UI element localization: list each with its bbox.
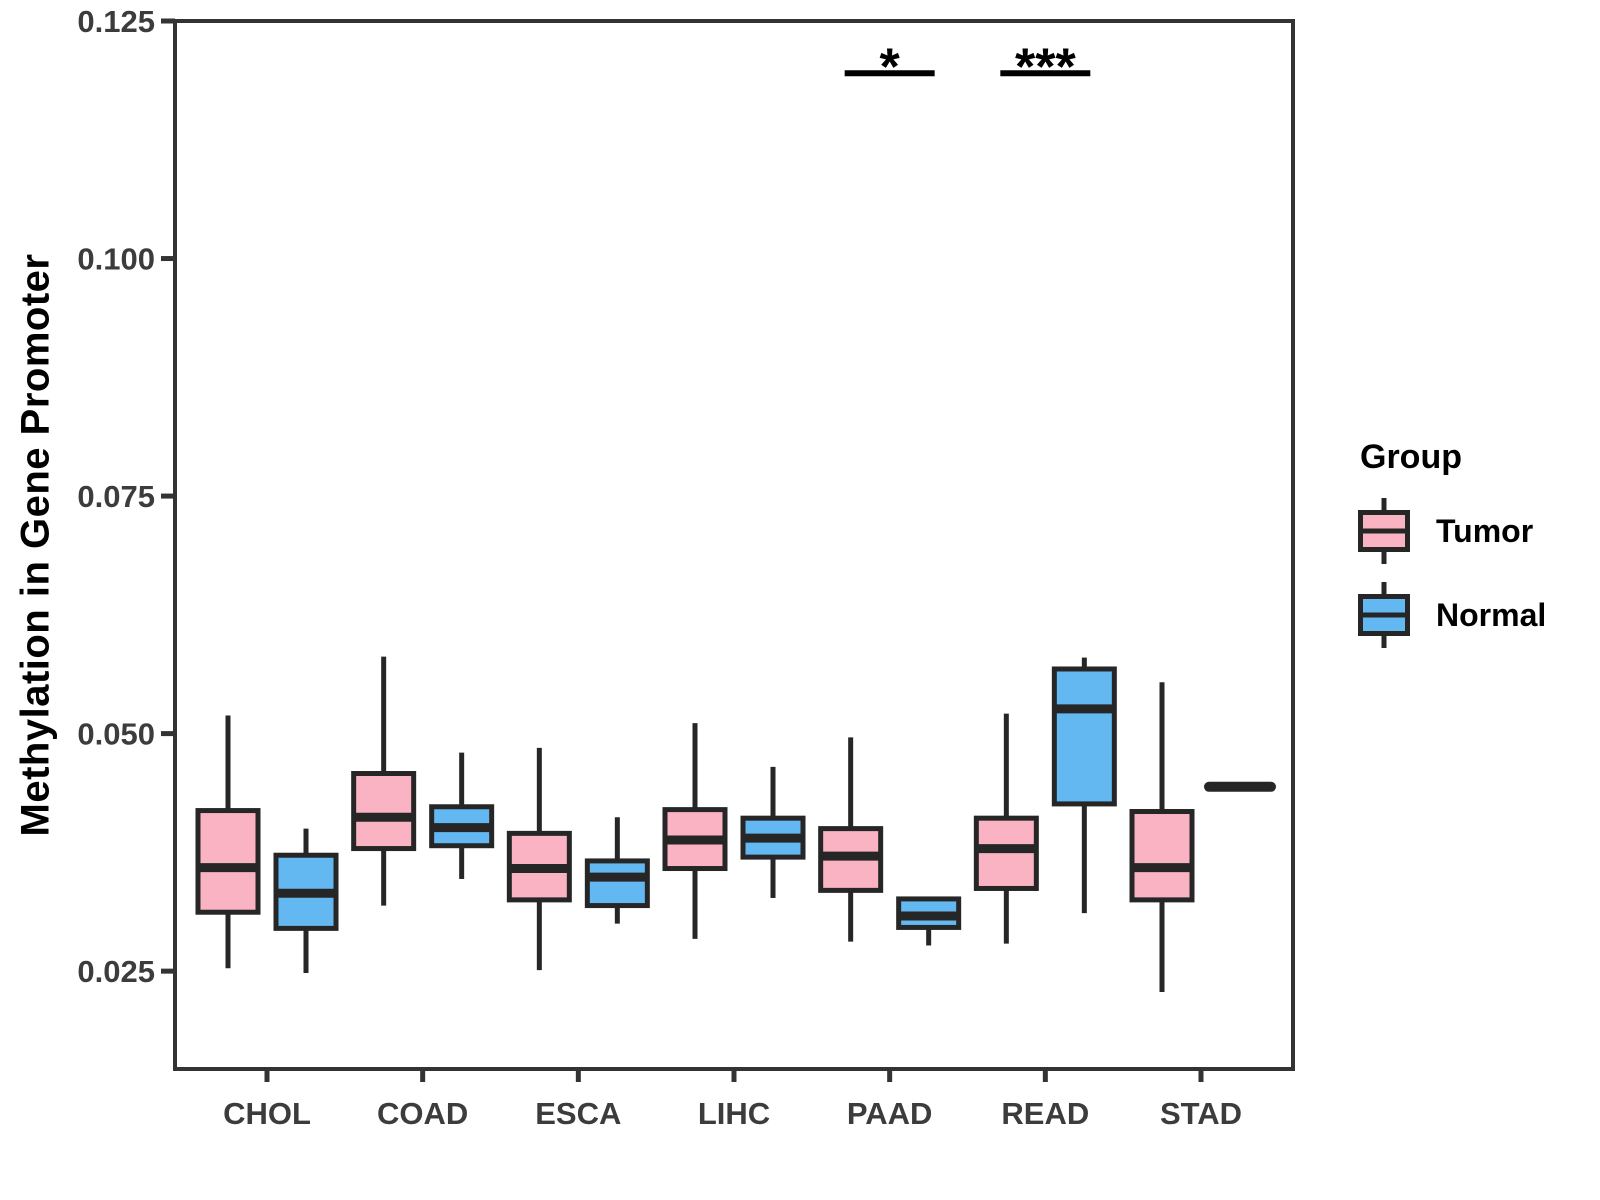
x-tick-label-CHOL: CHOL (223, 1096, 311, 1131)
y-tick-label-0.025: 0.025 (77, 954, 155, 989)
panel-border (173, 19, 1295, 1071)
legend-entry-tumor: Tumor (1356, 495, 1546, 567)
x-tick-label-ESCA: ESCA (535, 1096, 621, 1131)
y-tick-label-0.075: 0.075 (77, 479, 155, 514)
x-tick-label-COAD: COAD (377, 1096, 468, 1131)
significance-label-READ: *** (1015, 38, 1076, 96)
box-CHOL-tumor (195, 808, 261, 915)
legend-label-normal: Normal (1436, 596, 1547, 633)
legend: Group Tumor Normal (1356, 438, 1546, 663)
box-READ-tumor (973, 815, 1039, 891)
x-tick-label-READ: READ (1001, 1096, 1089, 1131)
significance-label-PAAD: * (880, 38, 901, 96)
normal-boxplot-key-icon (1358, 582, 1410, 648)
legend-label-tumor: Tumor (1436, 512, 1534, 549)
y-tick-label-0.050: 0.050 (77, 717, 155, 752)
tumor-boxplot-key-icon (1358, 498, 1410, 564)
box-ESCA-normal (584, 858, 650, 909)
x-tick-label-PAAD: PAAD (847, 1096, 933, 1131)
box-READ-normal (1051, 666, 1117, 807)
box-COAD-tumor (351, 771, 417, 852)
box-STAD-tumor (1129, 809, 1195, 903)
y-tick-label-0.125: 0.125 (77, 4, 155, 39)
x-tick-label-STAD: STAD (1160, 1096, 1242, 1131)
legend-title: Group (1360, 438, 1462, 476)
y-tick-label-0.100: 0.100 (77, 242, 155, 277)
y-axis-title: Methylation in Gene Promoter (13, 253, 58, 837)
legend-entry-normal: Normal (1356, 579, 1546, 651)
x-tick-label-LIHC: LIHC (698, 1096, 770, 1131)
